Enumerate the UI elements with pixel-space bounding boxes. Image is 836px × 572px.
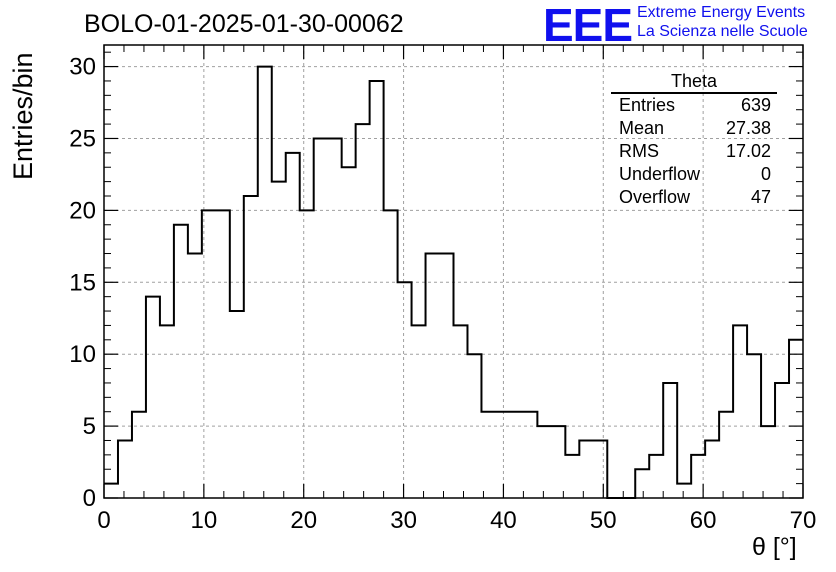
histogram-bin bbox=[761, 426, 775, 498]
histogram-bin bbox=[593, 440, 607, 498]
histogram-bin bbox=[230, 311, 244, 498]
histogram-bin bbox=[551, 426, 565, 498]
histogram-bin bbox=[300, 210, 314, 498]
x-tick-label: 0 bbox=[97, 507, 110, 534]
stats-value: 17.02 bbox=[725, 141, 771, 161]
histogram-line bbox=[104, 65, 803, 499]
histogram-bin bbox=[747, 354, 761, 498]
y-tick-label: 20 bbox=[69, 197, 96, 224]
y-tick-label: 25 bbox=[69, 125, 96, 152]
histogram-bin bbox=[481, 412, 495, 498]
histogram-bin bbox=[509, 412, 523, 498]
histogram-bin bbox=[719, 412, 733, 498]
histogram-bin bbox=[565, 455, 579, 498]
x-tick-label: 60 bbox=[690, 507, 717, 534]
y-tick-label: 30 bbox=[69, 54, 96, 81]
eee-logo-text: Extreme Energy Events La Scienza nelle S… bbox=[637, 3, 808, 41]
histogram-bin bbox=[272, 182, 286, 498]
plot-frame bbox=[103, 44, 804, 499]
histogram-bin bbox=[202, 210, 216, 498]
stats-title: Theta bbox=[611, 71, 777, 94]
histogram-bin bbox=[258, 67, 272, 498]
stats-row-overflow: Overflow 47 bbox=[611, 186, 777, 209]
histogram-bin bbox=[733, 325, 747, 498]
stats-row-underflow: Underflow 0 bbox=[611, 163, 777, 186]
stats-label: Mean bbox=[619, 118, 665, 138]
histogram-bin bbox=[467, 354, 481, 498]
histogram-bin bbox=[537, 426, 551, 498]
stats-row-entries: Entries 639 bbox=[611, 94, 777, 117]
histogram-bin bbox=[523, 412, 537, 498]
stats-row-rms: RMS 17.02 bbox=[611, 140, 777, 163]
histogram-bin bbox=[146, 297, 160, 498]
stats-box: Theta Entries 639 Mean 27.38 RMS 17.02 U… bbox=[611, 71, 777, 209]
stats-label: Overflow bbox=[619, 187, 691, 207]
histogram-bin bbox=[705, 440, 719, 498]
histogram-bin bbox=[160, 325, 174, 498]
histogram-bin bbox=[384, 210, 398, 498]
stats-label: Underflow bbox=[619, 164, 701, 184]
y-tick-label: 5 bbox=[83, 413, 96, 440]
stats-value: 639 bbox=[740, 95, 771, 115]
histogram-bin bbox=[649, 455, 663, 498]
eee-logo: EEE bbox=[543, 0, 633, 51]
stats-value: 0 bbox=[760, 164, 771, 184]
histogram-bin bbox=[426, 254, 440, 498]
histogram-bin bbox=[495, 412, 509, 498]
histogram-bin bbox=[104, 484, 118, 498]
histogram-bin bbox=[775, 383, 789, 498]
histogram-bin bbox=[286, 153, 300, 498]
histogram-bin bbox=[188, 254, 202, 498]
stats-label: RMS bbox=[619, 141, 659, 161]
y-tick-label: 10 bbox=[69, 341, 96, 368]
x-tick-label: 20 bbox=[290, 507, 317, 534]
stats-value: 27.38 bbox=[725, 118, 771, 138]
stats-value: 47 bbox=[750, 187, 771, 207]
histogram-bin bbox=[132, 412, 146, 498]
histogram-bin bbox=[342, 167, 356, 498]
x-tick-label: 50 bbox=[590, 507, 617, 534]
histogram-bin bbox=[412, 325, 426, 498]
y-tick-label: 0 bbox=[83, 485, 96, 512]
histogram-bin bbox=[244, 196, 258, 498]
histogram-bin bbox=[663, 383, 677, 498]
histogram-bin bbox=[579, 440, 593, 498]
histogram-bin bbox=[440, 254, 454, 498]
histogram-bin bbox=[677, 484, 691, 498]
x-tick-label: 70 bbox=[790, 507, 817, 534]
x-tick-label: 10 bbox=[191, 507, 218, 534]
histogram-bin bbox=[356, 124, 370, 498]
eee-logo-line1: Extreme Energy Events bbox=[637, 4, 806, 21]
y-axis-label: Entries/bin bbox=[8, 52, 38, 180]
histogram-bin bbox=[370, 81, 384, 498]
x-tick-label: 30 bbox=[390, 507, 417, 534]
histogram-bin bbox=[789, 340, 803, 498]
histogram-bin bbox=[328, 138, 342, 498]
eee-logo-line2: La Scienza nelle Scuole bbox=[637, 23, 808, 40]
histogram-bin bbox=[216, 210, 230, 498]
histogram-bin bbox=[174, 225, 188, 498]
x-tick-label: 40 bbox=[490, 507, 517, 534]
chart-title: BOLO-01-2025-01-30-00062 bbox=[84, 10, 404, 38]
histogram-bin bbox=[118, 440, 132, 498]
stats-row-mean: Mean 27.38 bbox=[611, 117, 777, 140]
histogram-bin bbox=[635, 469, 649, 498]
histogram-bin bbox=[314, 138, 328, 498]
histogram-bin bbox=[454, 325, 468, 498]
histogram-bin bbox=[398, 282, 412, 498]
y-tick-label: 15 bbox=[69, 269, 96, 296]
x-axis-label: θ [°] bbox=[752, 533, 797, 561]
stats-label: Entries bbox=[619, 95, 676, 115]
